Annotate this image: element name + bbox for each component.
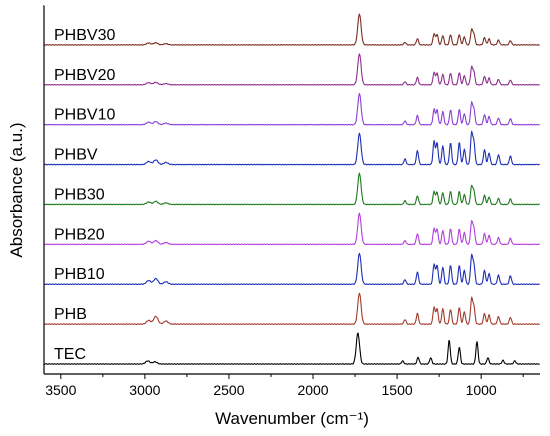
series-label-phbv20: PHBV20	[54, 67, 115, 84]
series-label-tec: TEC	[54, 346, 86, 363]
series-line-phbv10	[43, 92, 540, 126]
series-line-phbv20	[43, 53, 540, 86]
series-line-phb10	[43, 252, 540, 286]
x-tick-label: 1000	[466, 382, 497, 398]
series-line-phb	[43, 292, 540, 325]
x-tick-layer: 3500 3000 2500 2000 1500 1000	[45, 374, 524, 398]
x-tick-label: 3000	[129, 382, 160, 398]
series-label-phb10: PHB10	[54, 266, 105, 283]
series-label-layer: TEC PHB PHB10 PHB20 PHB30 PHBV PHBV10 PHBV20 PHB…	[54, 27, 115, 363]
axis-layer: 3500 3000 2500 2000 1500 1000	[43, 4, 540, 398]
series-line-tec	[43, 332, 540, 365]
series-line-phb20	[43, 212, 541, 246]
series-line-phb30	[43, 172, 540, 206]
series-label-phb30: PHB30	[54, 186, 105, 203]
x-tick-label: 2000	[297, 382, 328, 398]
series-line-phbv30	[43, 13, 540, 46]
series-label-phbv10: PHBV10	[54, 107, 115, 124]
x-tick-label: 3500	[45, 382, 76, 398]
series-label-phbv: PHBV	[54, 147, 98, 164]
series-layer	[43, 13, 541, 365]
series-label-phbv30: PHBV30	[54, 27, 115, 44]
series-label-phb20: PHB20	[54, 226, 105, 243]
series-label-phb: PHB	[54, 306, 87, 323]
series-line-phbv	[43, 130, 540, 166]
x-tick-label: 2500	[213, 382, 244, 398]
y-axis-label: Absorbance (a.u.)	[7, 122, 26, 257]
x-axis-label: Wavenumber (cm⁻¹)	[215, 409, 369, 428]
x-tick-label: 1500	[382, 382, 413, 398]
